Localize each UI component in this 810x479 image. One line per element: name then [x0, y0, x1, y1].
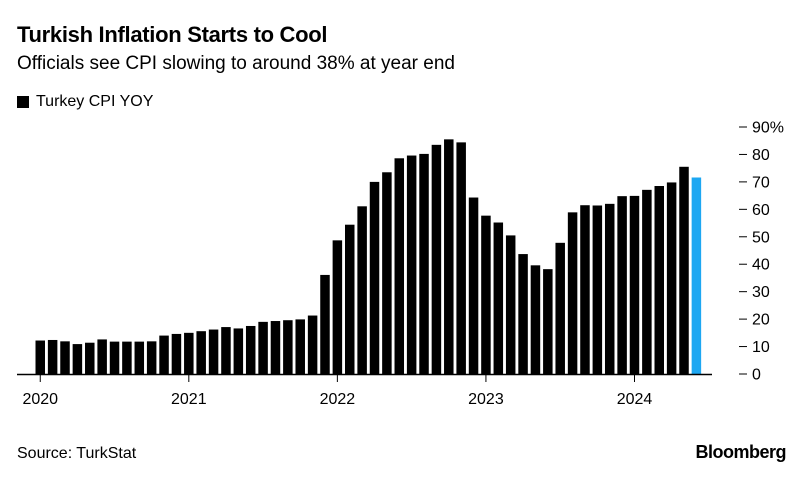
y-tick-label-40: 40: [752, 257, 770, 274]
y-tick-label-50: 50: [752, 229, 770, 246]
bar-2020-06: [97, 339, 107, 374]
x-tick-label-2023: 2023: [468, 391, 504, 408]
bar-2023-08: [567, 212, 578, 374]
chart-subtitle: Officials see CPI slowing to around 38% …: [17, 53, 455, 74]
bar-2024-01: [629, 195, 640, 374]
bar-2020-04: [72, 344, 83, 374]
bar-2020-02: [47, 339, 58, 374]
bar-2024-02: [642, 189, 652, 374]
y-tick-label-20: 20: [752, 312, 770, 329]
bar-2021-02: [196, 331, 206, 374]
bar-2021-10: [295, 319, 305, 374]
bar-2020-12: [171, 333, 182, 374]
bar-2022-03: [357, 206, 367, 374]
bar-2020-11: [159, 335, 169, 374]
bar-2020-03: [60, 341, 70, 374]
y-tick-label-60: 60: [752, 202, 770, 219]
bar-2023-05: [530, 265, 541, 374]
bar-2021-09: [283, 320, 293, 374]
legend-label: Turkey CPI YOY: [36, 93, 154, 110]
bar-2023-04: [518, 254, 528, 374]
bar-2022-02: [345, 224, 355, 374]
bar-2020-05: [85, 342, 95, 374]
bar-2023-01: [481, 215, 491, 374]
brand-logo: Bloomberg: [695, 442, 786, 462]
bar-2021-01: [184, 332, 194, 374]
bar-2022-04: [369, 181, 380, 374]
x-tick-label-2021: 2021: [171, 391, 207, 408]
x-tick-label-2022: 2022: [320, 391, 356, 408]
bar-2021-11: [307, 315, 318, 374]
bars-group: [35, 139, 702, 374]
bar-2023-11: [604, 203, 615, 374]
x-axis: 2020 2021 2022 2023 2024: [17, 373, 712, 408]
bar-2021-12: [320, 274, 330, 374]
bar-2022-05: [382, 172, 392, 374]
bar-2023-06: [543, 269, 553, 374]
y-tick-label-90: 90%: [752, 120, 784, 137]
bar-2023-07: [555, 242, 565, 374]
bar-2022-01: [332, 240, 343, 374]
legend: Turkey CPI YOY: [17, 93, 153, 111]
source-note: Source: TurkStat: [17, 445, 137, 462]
bar-2022-07: [406, 155, 417, 374]
chart-title: Turkish Inflation Starts to Cool: [17, 22, 328, 47]
bar-2021-08: [270, 321, 281, 374]
bar-2024-06: [691, 177, 702, 374]
bar-2024-05: [679, 166, 689, 374]
y-axis: 0 10 20 30 40 50 60 70 80 90%: [739, 120, 784, 384]
bar-2022-06: [394, 158, 405, 374]
bar-2023-10: [592, 205, 603, 374]
y-tick-label-10: 10: [752, 339, 770, 356]
bar-2020-07: [109, 341, 120, 374]
legend-swatch: [17, 96, 29, 108]
bar-2020-01: [35, 340, 45, 374]
bar-2022-11: [456, 142, 466, 374]
bar-2023-02: [493, 222, 504, 374]
bar-2024-04: [666, 182, 677, 374]
bar-2023-03: [505, 235, 516, 374]
x-tick-label-2024: 2024: [617, 391, 653, 408]
bar-2021-04: [221, 327, 231, 374]
y-tick-label-0: 0: [752, 367, 761, 384]
bar-2022-09: [431, 144, 442, 374]
bar-2022-08: [419, 153, 429, 374]
bar-2022-10: [444, 139, 454, 374]
bar-2021-07: [258, 321, 268, 374]
y-tick-label-70: 70: [752, 174, 770, 191]
bar-2021-03: [208, 329, 219, 374]
x-tick-label-2020: 2020: [22, 391, 58, 408]
bar-2021-05: [233, 328, 244, 374]
bar-2021-06: [245, 325, 256, 374]
bar-2023-12: [617, 196, 627, 374]
bar-2020-10: [146, 341, 157, 374]
bar-2020-08: [122, 341, 132, 374]
bar-2020-09: [134, 341, 145, 374]
bar-2024-03: [654, 186, 664, 374]
y-tick-label-30: 30: [752, 284, 770, 301]
bar-2022-12: [468, 197, 479, 374]
y-tick-label-80: 80: [752, 147, 770, 164]
bar-2023-09: [580, 205, 590, 374]
